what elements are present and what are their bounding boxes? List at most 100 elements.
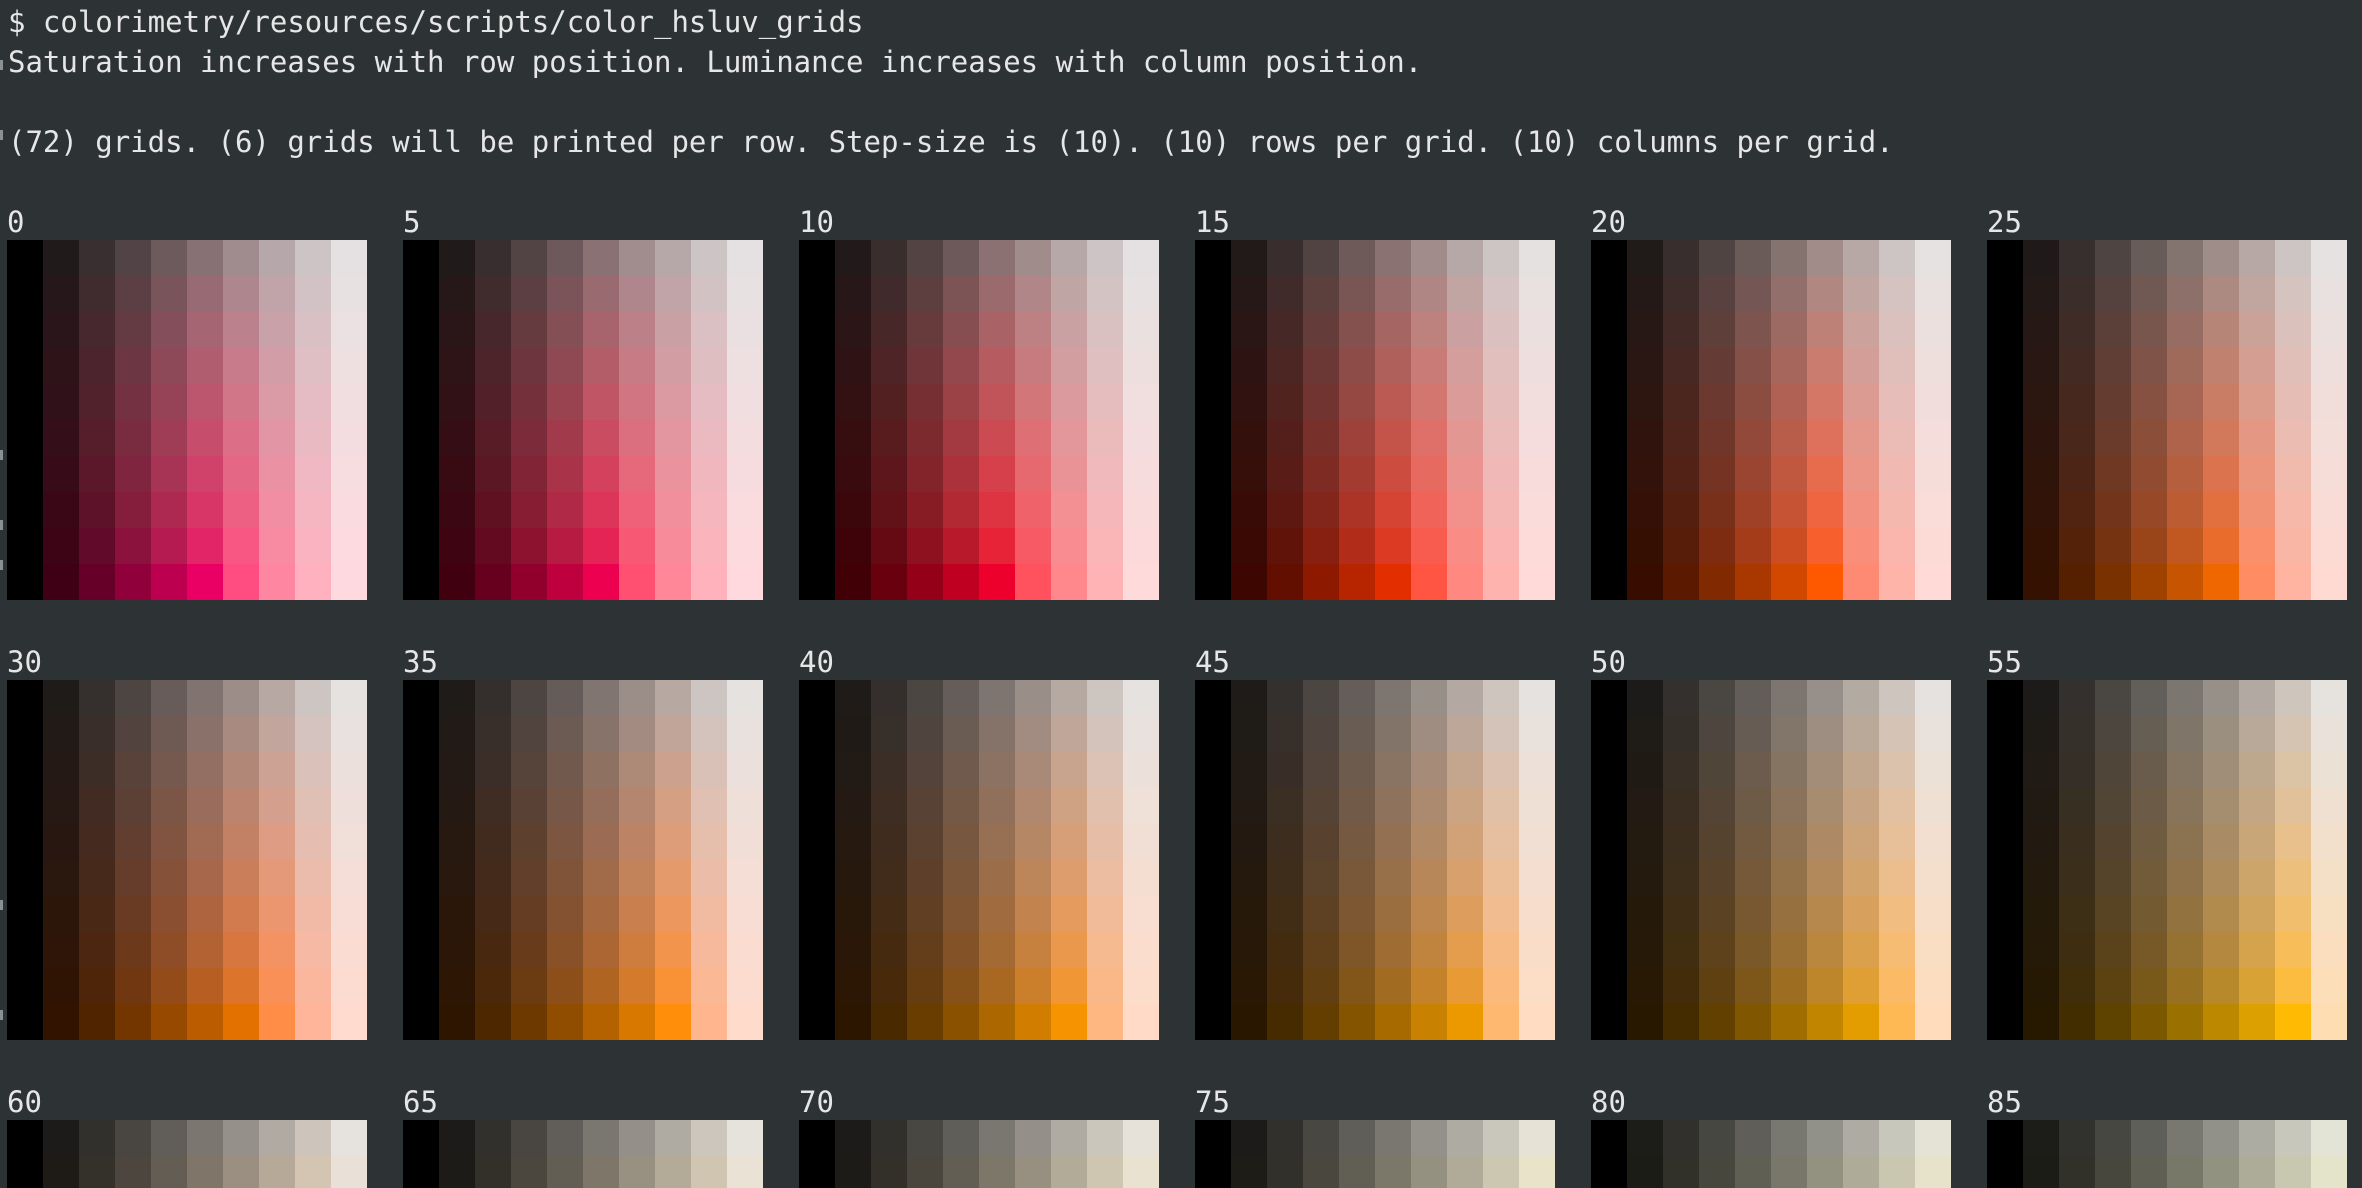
color-swatch (1591, 932, 1627, 968)
color-swatch (187, 240, 223, 276)
color-swatch (1339, 456, 1375, 492)
color-swatch (259, 716, 295, 752)
color-swatch (1483, 240, 1519, 276)
color-swatch (187, 860, 223, 896)
grid-hue-label: 75 (1195, 1085, 1230, 1119)
color-swatch (115, 896, 151, 932)
color-swatch (223, 420, 259, 456)
color-swatch (691, 1120, 727, 1156)
color-swatch (223, 312, 259, 348)
color-swatch (979, 824, 1015, 860)
color-swatch (1627, 896, 1663, 932)
color-swatch (1339, 824, 1375, 860)
color-swatch (1807, 896, 1843, 932)
color-swatch (1483, 528, 1519, 564)
color-swatch (2095, 312, 2131, 348)
color-swatch (583, 860, 619, 896)
color-swatch (1843, 384, 1879, 420)
color-swatch (655, 824, 691, 860)
color-swatch (1267, 752, 1303, 788)
color-swatch (1807, 752, 1843, 788)
color-swatch (727, 932, 763, 968)
color-swatch (1447, 968, 1483, 1004)
color-swatch (691, 492, 727, 528)
color-swatch (1807, 788, 1843, 824)
color-swatch (1411, 384, 1447, 420)
color-swatch (511, 968, 547, 1004)
color-swatch (619, 932, 655, 968)
color-swatch (7, 1004, 43, 1040)
color-swatch (259, 240, 295, 276)
color-swatch (619, 1156, 655, 1188)
color-swatch (619, 860, 655, 896)
color-swatch (1123, 1156, 1159, 1188)
color-swatch (7, 240, 43, 276)
color-swatch (2095, 564, 2131, 600)
color-swatch (1519, 312, 1555, 348)
color-swatch (511, 752, 547, 788)
grid-hue-label: 25 (1987, 205, 2022, 239)
color-swatch (943, 384, 979, 420)
color-swatch (2059, 564, 2095, 600)
color-swatch (2239, 456, 2275, 492)
color-swatch (1807, 968, 1843, 1004)
color-swatch (1267, 824, 1303, 860)
color-swatch (1267, 788, 1303, 824)
color-swatch (1627, 1156, 1663, 1188)
color-swatch (1843, 824, 1879, 860)
color-swatch (1843, 680, 1879, 716)
color-swatch (2239, 752, 2275, 788)
color-swatch (259, 1156, 295, 1188)
color-swatch (2059, 896, 2095, 932)
color-swatch (1411, 752, 1447, 788)
color-swatch (79, 932, 115, 968)
color-swatch (943, 276, 979, 312)
color-swatch (2275, 276, 2311, 312)
color-swatch (79, 752, 115, 788)
color-swatch (2275, 1004, 2311, 1040)
color-swatch (1087, 896, 1123, 932)
color-grid: 25 (1987, 204, 2347, 600)
color-swatch (799, 420, 835, 456)
color-swatch (1771, 456, 1807, 492)
command-line: $ colorimetry/resources/scripts/color_hs… (8, 5, 864, 39)
color-swatch (1051, 420, 1087, 456)
color-swatch (1015, 384, 1051, 420)
color-swatch (1663, 456, 1699, 492)
color-swatch (2059, 348, 2095, 384)
color-swatch (2131, 528, 2167, 564)
color-swatch (1699, 932, 1735, 968)
color-swatch (943, 1004, 979, 1040)
color-swatch (835, 276, 871, 312)
color-swatch (151, 860, 187, 896)
color-swatch (1195, 788, 1231, 824)
color-swatch (1591, 1156, 1627, 1188)
color-swatch (979, 384, 1015, 420)
color-swatch (511, 1004, 547, 1040)
color-swatch (1303, 716, 1339, 752)
color-swatch (547, 1120, 583, 1156)
color-swatch (331, 932, 367, 968)
color-swatch (1087, 564, 1123, 600)
color-swatch (43, 932, 79, 968)
color-swatch (1339, 348, 1375, 384)
color-swatch (1231, 1156, 1267, 1188)
color-swatch (2167, 420, 2203, 456)
color-swatch (1195, 312, 1231, 348)
color-swatch (1267, 1156, 1303, 1188)
color-swatch (115, 384, 151, 420)
color-swatch (2203, 276, 2239, 312)
color-swatch (511, 1156, 547, 1188)
color-swatch (799, 528, 835, 564)
color-swatch (1123, 896, 1159, 932)
color-swatch (1015, 312, 1051, 348)
color-swatch (1015, 680, 1051, 716)
color-swatch (2167, 456, 2203, 492)
color-swatch (1735, 788, 1771, 824)
color-swatch (475, 716, 511, 752)
color-swatch (2167, 564, 2203, 600)
color-swatch (1771, 824, 1807, 860)
color-swatch (1483, 1156, 1519, 1188)
color-swatch (79, 896, 115, 932)
color-swatch (1051, 968, 1087, 1004)
